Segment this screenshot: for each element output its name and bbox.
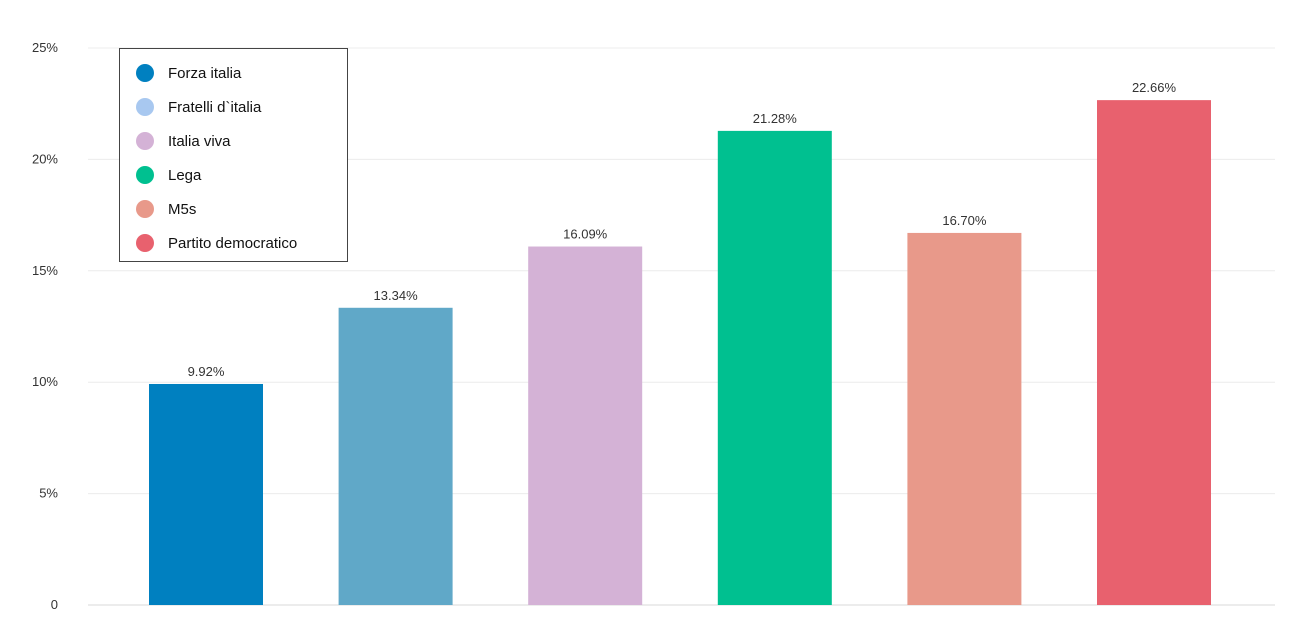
- legend-label: Partito democratico: [168, 235, 297, 252]
- legend-label: Forza italia: [168, 65, 242, 82]
- legend-swatch: [136, 166, 154, 184]
- bar-value-label: 13.34%: [374, 288, 419, 303]
- bar-value-label: 21.28%: [753, 111, 798, 126]
- y-tick-label: 0: [51, 597, 58, 612]
- bar: [1097, 100, 1211, 606]
- legend-swatch: [136, 64, 154, 82]
- bars: [149, 100, 1211, 606]
- y-tick-label: 10%: [32, 374, 58, 389]
- legend-swatch: [136, 234, 154, 252]
- legend-label: Italia viva: [168, 133, 231, 150]
- legend: Forza italia Fratelli d`italia Italia viva…: [119, 48, 348, 262]
- bar: [907, 232, 1022, 605]
- bar-value-label: 16.09%: [563, 227, 608, 242]
- bar-value-label: 16.70%: [942, 213, 987, 228]
- legend-swatch: [136, 200, 154, 218]
- legend-label: M5s: [168, 201, 196, 218]
- bar: [528, 246, 643, 605]
- legend-swatch: [136, 132, 154, 150]
- value-labels: 9.92% 13.34% 16.09% 21.28% 16.70% 22.66%: [188, 80, 1177, 379]
- y-tick-label: 25%: [32, 40, 58, 55]
- legend-box: [119, 48, 348, 262]
- legend-label: Lega: [168, 167, 202, 184]
- bar: [149, 383, 263, 605]
- y-tick-label: 5%: [39, 486, 58, 501]
- bar-value-label: 22.66%: [1132, 80, 1177, 95]
- y-tick-label: 15%: [32, 263, 58, 278]
- bar: [717, 130, 832, 606]
- bar-value-label: 9.92%: [188, 364, 225, 379]
- legend-swatch: [136, 98, 154, 116]
- bar: [338, 307, 453, 605]
- y-tick-label: 20%: [32, 151, 58, 166]
- y-axis: 0 5% 10% 15% 20% 25%: [32, 40, 58, 612]
- legend-label: Fratelli d`italia: [168, 99, 262, 116]
